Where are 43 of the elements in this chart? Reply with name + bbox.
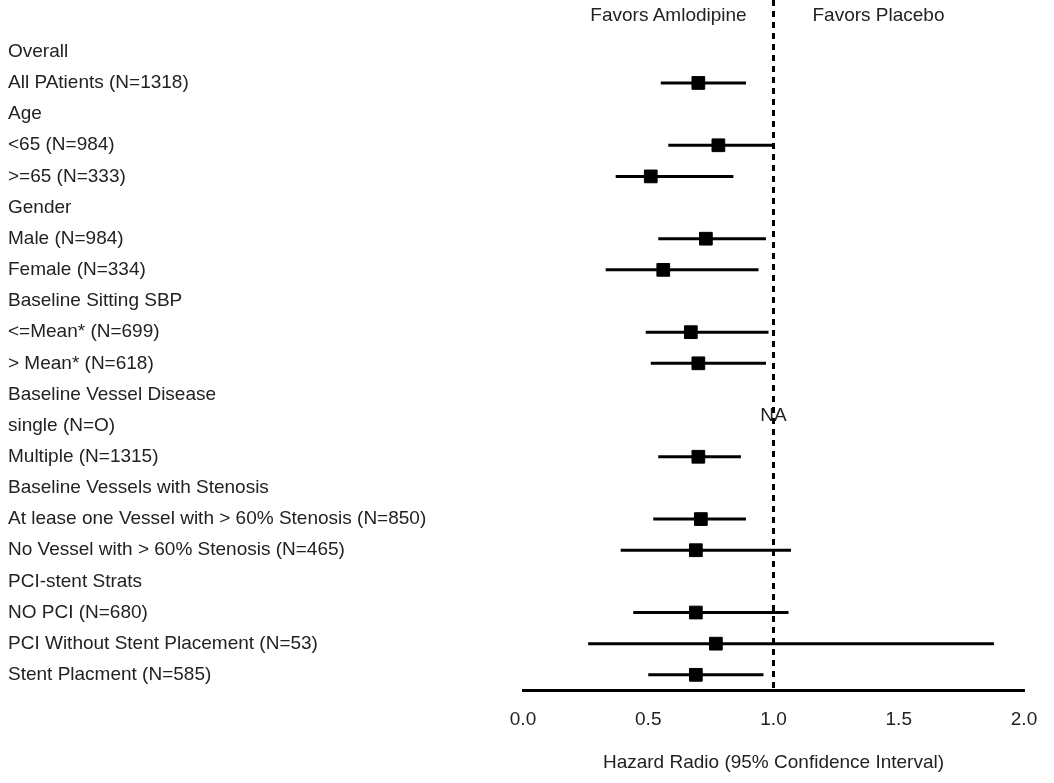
y-tick-label: Male (N=984): [8, 226, 124, 248]
y-tick-label: PCI Without Stent Placement (N=53): [8, 631, 318, 653]
point: [699, 231, 713, 246]
y-tick-label: > Mean* (N=618): [8, 351, 154, 373]
y-tick-label: At lease one Vessel with > 60% Stenosis (N=850): [8, 507, 427, 529]
x-axis-title: Hazard Radio (95% Confidence Interval): [602, 750, 945, 772]
y-tick-label: <65 (N=984): [8, 133, 115, 155]
y-tick-label: NO PCI (N=680): [8, 600, 148, 622]
point: [691, 356, 706, 371]
x-tick-label: 0.5: [635, 708, 662, 730]
y-tick-label: Stent Placment (N=585): [8, 663, 212, 685]
x-tick-label: 2.0: [1010, 708, 1038, 730]
point: [683, 325, 698, 340]
point: [709, 636, 723, 651]
y-tick-label: All PAtients (N=1318): [8, 71, 189, 93]
y-tick-label: Overall: [8, 40, 69, 62]
y-tick-label: Multiple (N=1315): [8, 445, 159, 466]
point: [688, 605, 703, 620]
point: [688, 667, 703, 682]
point: [691, 449, 706, 464]
text: Favors Amlodipine: [590, 4, 747, 26]
y-tick-label: No Vessel with > 60% Stenosis (N=465): [8, 538, 345, 560]
x-tick-label: 1.5: [885, 708, 912, 730]
y-tick-label: <=Mean* (N=699): [8, 320, 160, 342]
point: [711, 138, 726, 153]
y-tick-label: single (N=O): [8, 413, 116, 435]
y-tick-label: Female (N=334): [8, 258, 146, 280]
y-tick-label: Age: [8, 102, 42, 124]
point: [656, 263, 671, 277]
point: [693, 512, 708, 526]
point: [691, 76, 706, 90]
y-tick-label: PCI-stent Strats: [8, 569, 143, 591]
x-tick-label: 1.0: [760, 708, 787, 730]
text: Favors Placebo: [812, 4, 945, 26]
annotation: NA: [760, 403, 788, 425]
y-tick-label: Baseline Vessel Disease: [8, 382, 217, 404]
point: [643, 169, 658, 184]
y-tick-label: Baseline Sitting SBP: [8, 289, 183, 311]
x-tick-label: 0.0: [509, 708, 537, 730]
y-tick-label: Baseline Vessels with Stenosis: [8, 476, 269, 498]
point: [688, 543, 703, 558]
y-tick-label: >=65 (N=333): [8, 164, 126, 186]
y-tick-label: Gender: [8, 195, 73, 217]
